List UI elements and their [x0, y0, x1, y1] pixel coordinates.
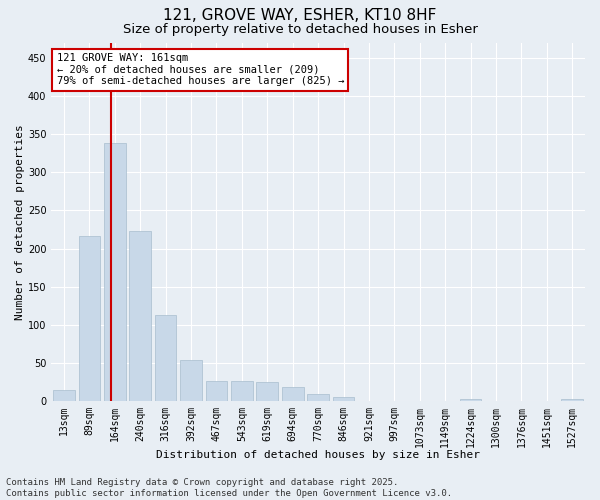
Bar	[79, 236, 100, 401]
Bar	[130, 231, 151, 401]
Bar	[460, 399, 481, 401]
Text: 121 GROVE WAY: 161sqm
← 20% of detached houses are smaller (209)
79% of semi-det: 121 GROVE WAY: 161sqm ← 20% of detached …	[56, 54, 344, 86]
Bar	[333, 396, 355, 401]
Text: 121, GROVE WAY, ESHER, KT10 8HF: 121, GROVE WAY, ESHER, KT10 8HF	[163, 8, 437, 22]
Bar	[206, 380, 227, 401]
Bar	[155, 315, 176, 401]
Bar	[180, 360, 202, 401]
Bar	[282, 388, 304, 401]
Bar	[104, 144, 125, 401]
Bar	[231, 382, 253, 401]
Text: Contains HM Land Registry data © Crown copyright and database right 2025.
Contai: Contains HM Land Registry data © Crown c…	[6, 478, 452, 498]
Bar	[53, 390, 75, 401]
Text: Size of property relative to detached houses in Esher: Size of property relative to detached ho…	[122, 22, 478, 36]
X-axis label: Distribution of detached houses by size in Esher: Distribution of detached houses by size …	[156, 450, 480, 460]
Bar	[256, 382, 278, 401]
Y-axis label: Number of detached properties: Number of detached properties	[15, 124, 25, 320]
Bar	[562, 399, 583, 401]
Bar	[307, 394, 329, 401]
